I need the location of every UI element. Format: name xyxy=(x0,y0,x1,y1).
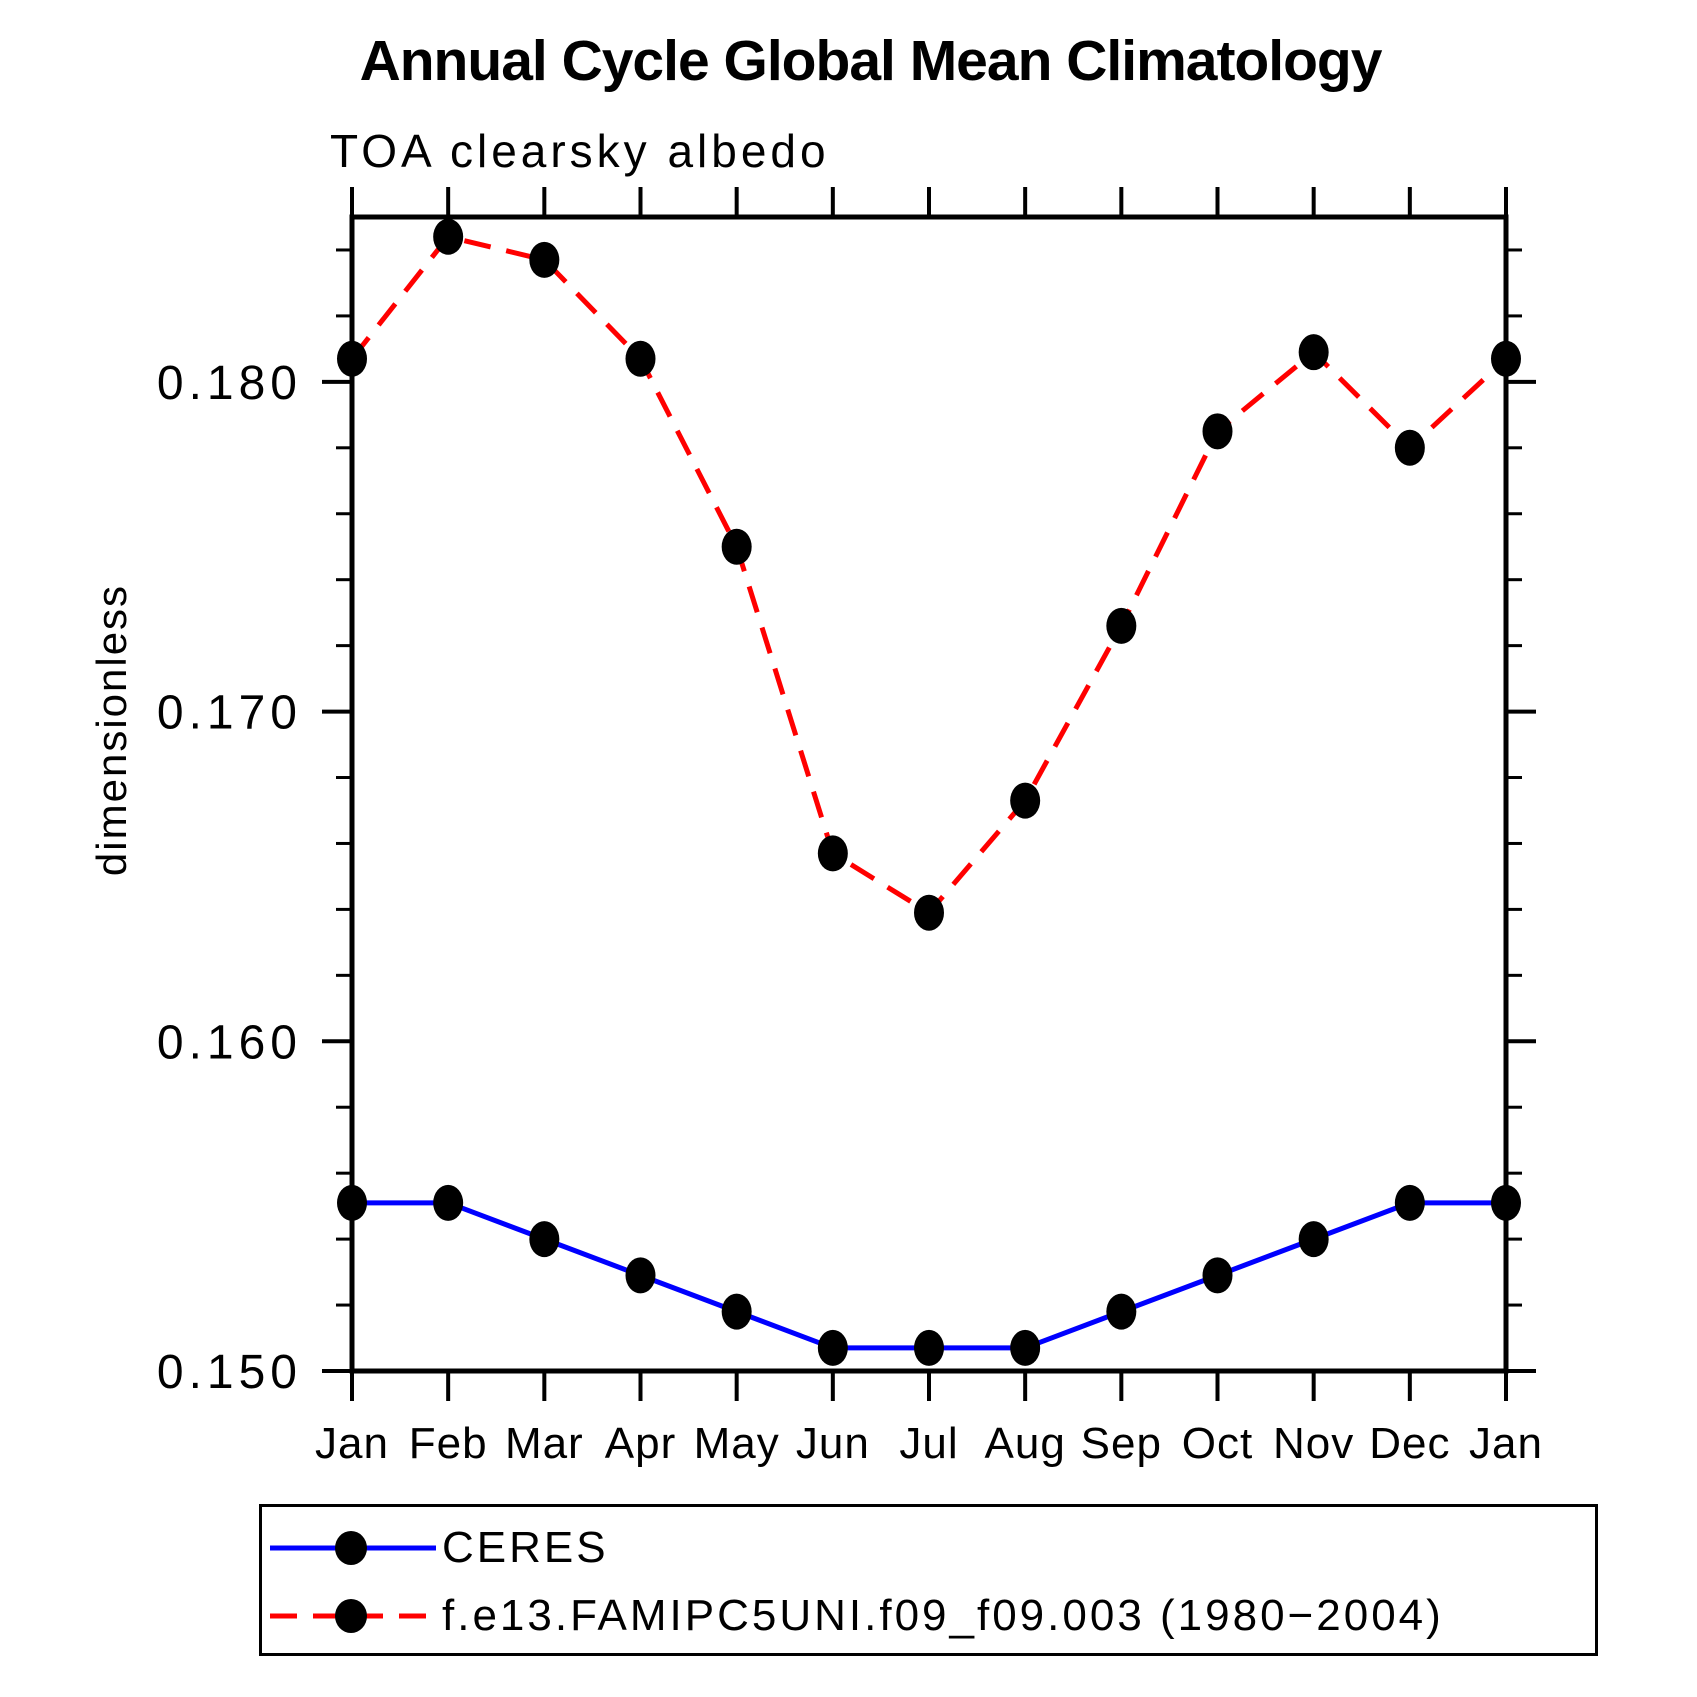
svg-text:Apr: Apr xyxy=(605,1419,676,1468)
svg-text:Jan: Jan xyxy=(315,1419,389,1468)
svg-text:Jan: Jan xyxy=(1469,1419,1543,1468)
legend-sample-solid-line xyxy=(270,1531,436,1565)
svg-text:0.180: 0.180 xyxy=(157,357,302,410)
svg-text:Aug: Aug xyxy=(985,1419,1066,1468)
svg-text:0.150: 0.150 xyxy=(157,1346,302,1399)
svg-text:0.160: 0.160 xyxy=(157,1016,302,1069)
legend-entry-ceres: CERES xyxy=(270,1523,609,1572)
svg-text:Jul: Jul xyxy=(899,1419,958,1468)
svg-text:0.170: 0.170 xyxy=(157,687,302,740)
svg-text:Oct: Oct xyxy=(1182,1419,1253,1468)
svg-text:Nov: Nov xyxy=(1273,1419,1354,1468)
svg-text:Sep: Sep xyxy=(1081,1419,1162,1468)
legend-entry-model: f.e13.FAMIPC5UNI.f09_f09.003 (1980−2004) xyxy=(270,1591,1444,1640)
svg-text:Jun: Jun xyxy=(796,1419,870,1468)
legend-sample-dashed-line xyxy=(270,1599,436,1633)
legend-box: CERES f.e13.FAMIPC5UNI.f09_f09.003 (1980… xyxy=(259,1504,1598,1656)
svg-text:Mar: Mar xyxy=(505,1419,584,1468)
svg-text:Dec: Dec xyxy=(1369,1419,1450,1468)
legend-label-ceres: CERES xyxy=(442,1523,609,1572)
svg-text:Feb: Feb xyxy=(409,1419,488,1468)
svg-text:May: May xyxy=(694,1419,780,1468)
figure-title: Annual Cycle Global Mean Climatology xyxy=(359,29,1383,93)
figure-subtitle: TOA clearsky albedo xyxy=(330,125,830,177)
legend-label-model: f.e13.FAMIPC5UNI.f09_f09.003 (1980−2004) xyxy=(442,1591,1444,1640)
